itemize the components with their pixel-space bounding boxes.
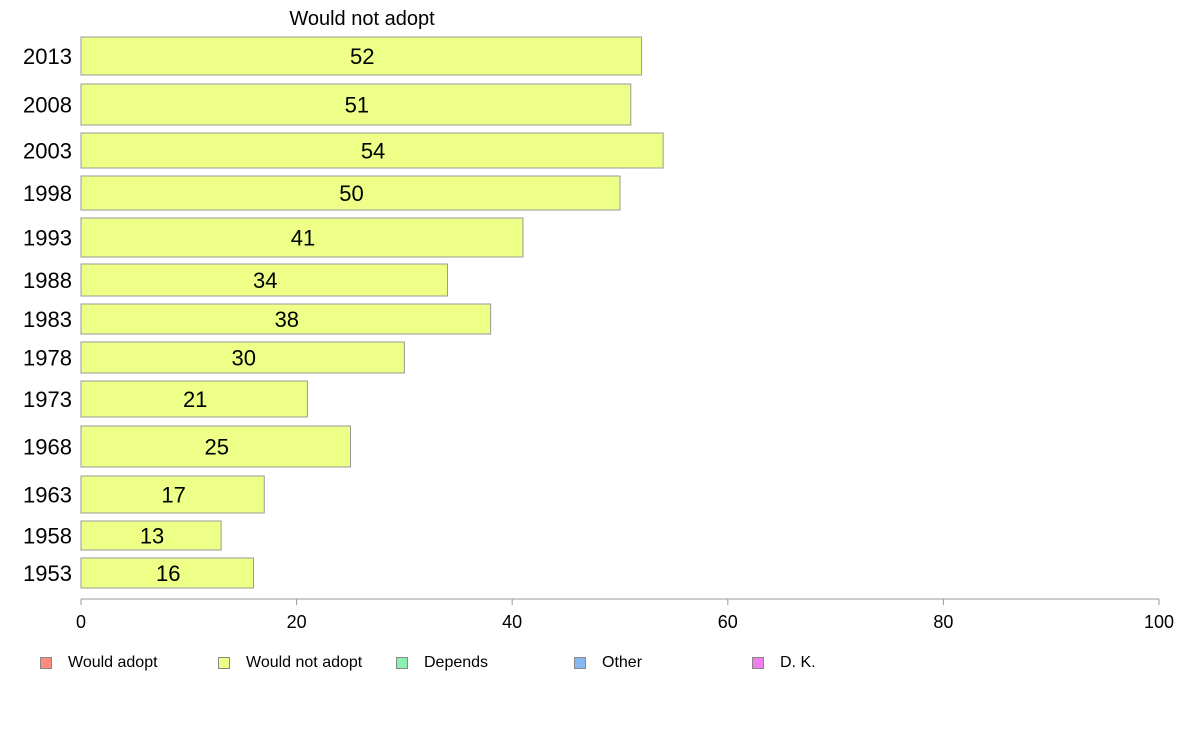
bar	[80, 263, 449, 297]
data-label: 34	[253, 268, 277, 293]
bar	[80, 425, 351, 468]
data-label: 16	[156, 561, 180, 586]
legend-swatch	[396, 657, 408, 669]
data-label: 51	[345, 93, 369, 118]
legend-swatch	[218, 657, 230, 669]
x-tick-label: 40	[502, 612, 522, 632]
legend-item: Other	[574, 654, 642, 672]
legend-label: D. K.	[780, 654, 816, 671]
y-tick-label: 1983	[23, 307, 72, 332]
x-axis: 0 20 40 60 80 100	[76, 598, 1174, 632]
data-label: 38	[275, 307, 299, 332]
bar	[80, 303, 492, 335]
data-label: 52	[350, 44, 374, 69]
legend-swatch	[752, 657, 764, 669]
data-label: 50	[339, 181, 363, 206]
x-tick-label: 100	[1144, 612, 1174, 632]
data-label: 21	[183, 387, 207, 412]
y-tick-label: 1978	[23, 346, 72, 371]
x-tick-label: 0	[76, 612, 86, 632]
legend-label: Depends	[424, 654, 489, 671]
data-label: 54	[361, 139, 385, 164]
y-tick-label: 1993	[23, 226, 72, 251]
y-tick-label: 1988	[23, 268, 72, 293]
x-tick-label: 80	[933, 612, 953, 632]
legend-swatch	[40, 657, 52, 669]
bar	[80, 341, 405, 374]
legend-label: Would not adopt	[246, 654, 363, 671]
data-label: 13	[140, 524, 164, 549]
y-tick-label: 2013	[23, 44, 72, 69]
y-tick-label: 2003	[23, 139, 72, 164]
y-tick-label: 1998	[23, 181, 72, 206]
legend-swatch	[574, 657, 586, 669]
y-tick-label: 1968	[23, 435, 72, 460]
bar	[80, 175, 621, 211]
y-tick-label: 1958	[23, 524, 72, 549]
bar	[80, 380, 308, 418]
legend-item: Would adopt	[40, 654, 158, 672]
bar	[80, 132, 664, 169]
data-label: 25	[205, 435, 229, 460]
bar	[80, 475, 265, 514]
legend: Would adopt Would not adopt Depends Other D.…	[40, 654, 1140, 674]
bar	[80, 83, 632, 126]
data-label: 41	[291, 226, 315, 251]
data-label: 17	[161, 483, 185, 508]
y-tick-label: 1953	[23, 561, 72, 586]
bar	[80, 520, 222, 551]
legend-item: Depends	[396, 654, 488, 672]
legend-label: Other	[602, 654, 643, 671]
y-tick-label: 1963	[23, 483, 72, 508]
legend-item: Would not adopt	[218, 654, 362, 672]
data-label: 30	[231, 346, 255, 371]
x-tick-label: 20	[287, 612, 307, 632]
bar	[80, 36, 643, 76]
x-tick-label: 60	[718, 612, 738, 632]
y-tick-label: 2008	[23, 93, 72, 118]
legend-label: Would adopt	[68, 654, 158, 671]
bars-group: 2013 52 2008 51 2003 54 1998 50 1993 41 1988 34 1983…	[23, 36, 664, 589]
bar	[80, 557, 254, 589]
y-tick-label: 1973	[23, 387, 72, 412]
chart-title: Would not adopt	[289, 8, 435, 30]
legend-item: D. K.	[752, 654, 816, 672]
bar	[80, 217, 524, 258]
